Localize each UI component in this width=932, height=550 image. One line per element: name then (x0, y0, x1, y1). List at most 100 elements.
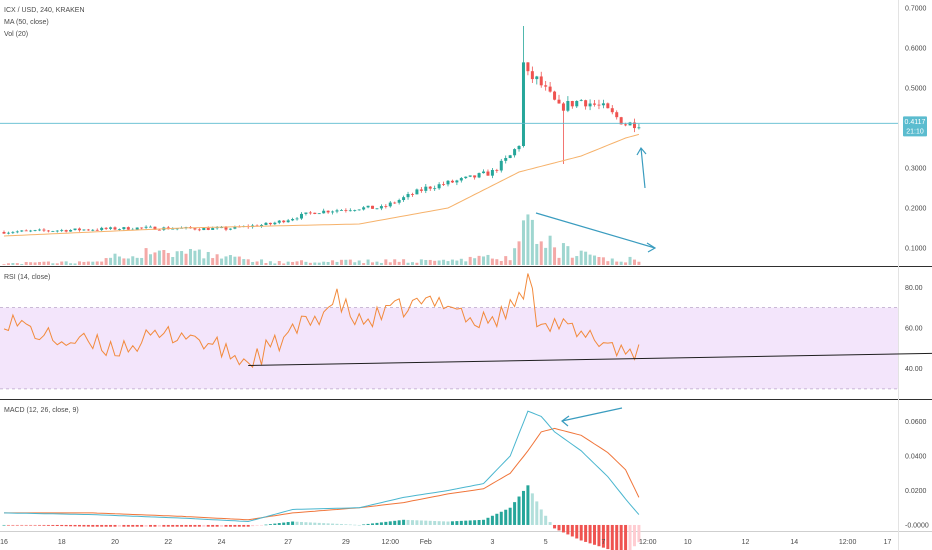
volume-bar (561, 243, 565, 265)
macd-histogram (2, 485, 641, 550)
rsi-legend[interactable]: RSI (14, close) (4, 274, 50, 281)
candle-body (295, 218, 299, 220)
rsi-line (3, 273, 640, 369)
volume-bar (82, 261, 86, 265)
ma-50-line (3, 133, 640, 237)
candle-body (375, 208, 379, 210)
volume-bar (628, 256, 632, 265)
ma-legend[interactable]: MA (50, close) (4, 19, 49, 26)
candle-body (64, 230, 68, 232)
candle-body (632, 122, 636, 129)
volume-bar (544, 247, 548, 265)
time-tick-label: 12:00 (382, 539, 400, 546)
volume-bar (393, 259, 397, 265)
macd-histogram-bar (215, 524, 219, 527)
candle-body (433, 188, 437, 190)
symbol-title[interactable]: ICX / USD, 240, KRAKEN (4, 7, 85, 14)
macd-histogram-bar (495, 513, 499, 525)
volume-bar (237, 256, 241, 265)
macd-histogram-bar (517, 496, 521, 525)
volume-bar (242, 259, 246, 265)
volume-bar (299, 260, 303, 265)
volume-bar (273, 263, 277, 265)
candle-body (388, 202, 392, 207)
candle-body (15, 231, 19, 233)
candle-body (140, 227, 144, 229)
volume-bar (415, 262, 419, 265)
volume-bar (277, 261, 281, 265)
candle-body (117, 229, 121, 230)
macd-histogram-bar (220, 524, 224, 527)
candle-body (526, 62, 530, 72)
volume-bar (255, 261, 259, 265)
arrow-price-up-icon[interactable] (636, 146, 647, 189)
macd-histogram-bar (197, 524, 201, 527)
price-tick-label: 0.5000 (905, 86, 927, 93)
volume-bar (140, 257, 144, 265)
macd-histogram-bar (299, 521, 303, 525)
candle-body (211, 228, 215, 230)
macd-histogram-bar (233, 524, 237, 527)
volume-bar (450, 259, 454, 265)
volume-bar (615, 261, 619, 265)
candle-body (490, 169, 494, 176)
volume-bar (575, 256, 579, 265)
volume-bar (584, 251, 588, 265)
candle-body (277, 220, 281, 223)
volume-bar (264, 263, 268, 265)
macd-histogram-bar (468, 520, 472, 525)
annotation-arrows[interactable] (535, 146, 657, 427)
candle-body (379, 206, 383, 209)
candle-body (517, 146, 521, 150)
candle-body (535, 76, 539, 80)
candle-body (410, 194, 414, 195)
volume-bar (175, 251, 179, 265)
macd-histogram-bar (597, 524, 601, 547)
volume-bar (122, 258, 126, 265)
candle-body (548, 86, 552, 92)
macd-histogram-bar (264, 524, 268, 526)
volume-bar (131, 256, 135, 265)
time-tick-label: 10 (684, 539, 692, 546)
macd-histogram-bar (393, 520, 397, 525)
macd-histogram-bar (322, 523, 326, 525)
volume-bar (624, 262, 628, 265)
volume-legend[interactable]: Vol (20) (4, 31, 28, 38)
volume-bar (539, 241, 543, 265)
volume-bar (632, 259, 636, 265)
candle-body (197, 229, 201, 231)
candle-body (335, 210, 339, 212)
volume-bar (326, 261, 330, 265)
arrow-macd-peak-icon[interactable] (561, 407, 623, 427)
macd-histogram-bar (353, 524, 357, 526)
macd-signal-line (4, 427, 640, 521)
candle-body (566, 101, 570, 111)
volume-bar (446, 261, 450, 265)
candle-body (20, 230, 24, 232)
macd-histogram-bar (366, 523, 370, 525)
time-tick-label: 5 (544, 539, 548, 546)
volume-bar (553, 247, 557, 265)
candle-body (73, 228, 77, 230)
candle-body (450, 180, 454, 183)
macd-histogram-bar (610, 524, 614, 550)
macd-histogram-bar (91, 524, 95, 527)
candle-body (2, 232, 6, 234)
macd-histogram-bar (100, 524, 104, 527)
macd-legend[interactable]: MACD (12, 26, close, 9) (4, 407, 79, 414)
volume-bar (495, 259, 499, 265)
candle-body (291, 219, 295, 221)
arrow-volume-down-icon[interactable] (535, 212, 657, 253)
macd-histogram-bar (29, 524, 33, 526)
candle-body (153, 226, 157, 230)
macd-histogram-bar (375, 522, 379, 525)
volume-bar (20, 263, 24, 265)
macd-histogram-bar (82, 524, 86, 527)
rsi-trendline[interactable] (248, 352, 932, 366)
macd-histogram-bar (86, 524, 90, 527)
volume-bar (55, 263, 59, 265)
macd-histogram-bar (570, 524, 574, 537)
rsi-tick-label: 40.00 (905, 366, 923, 373)
candle-body (601, 103, 605, 106)
